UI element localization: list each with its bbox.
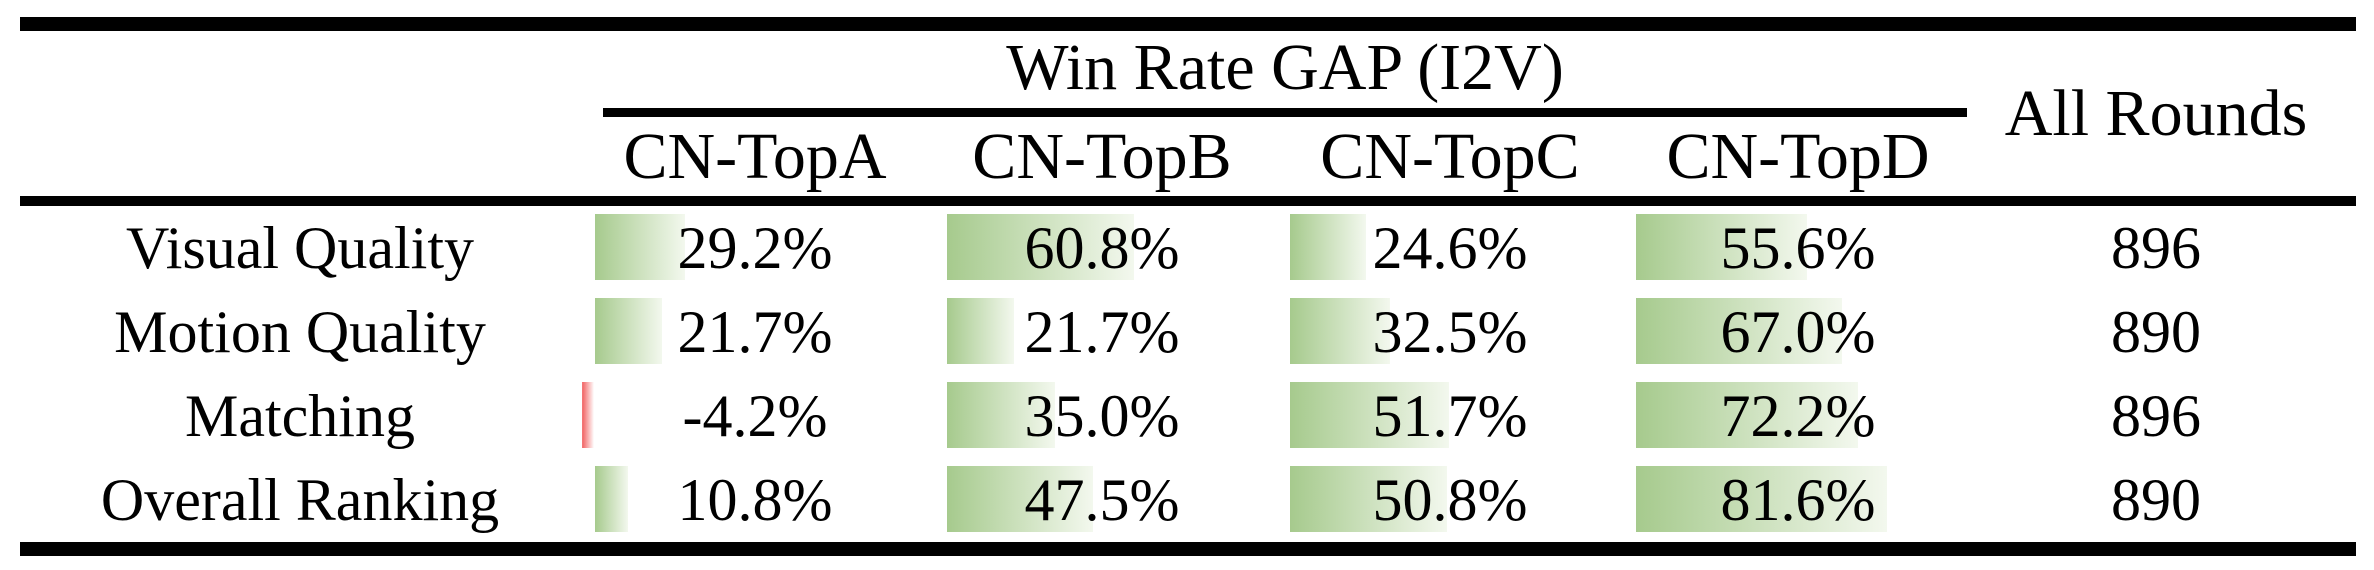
cell-value: 72.2% [1720,383,1876,449]
data-bar [1290,382,1450,448]
cell-value: 24.6% [1372,215,1528,281]
table-row: Visual Quality 29.2% 60.8% 24.6% 55.6% 8… [0,206,2374,290]
data-bar [947,466,1094,532]
data-bar [1290,214,1366,280]
header-separator-rule [20,196,2356,206]
data-bar [947,382,1055,448]
cell-value: 50.8% [1372,467,1528,533]
cell-value: 51.7% [1372,383,1528,449]
cell-value: 29.2% [677,215,833,281]
data-bar [1290,466,1447,532]
table-row: Matching -4.2% 35.0% 51.7% 72.2% 896 [0,374,2374,458]
data-bar [947,298,1014,364]
cell-value: 81.6% [1720,467,1876,533]
all-rounds-value: 896 [2111,383,2201,449]
column-header-cn-topb: CN-TopB [972,120,1232,193]
data-bar [1636,466,1888,532]
table-row: Overall Ranking 10.8% 47.5% 50.8% 81.6% … [0,458,2374,542]
data-bar [1290,298,1391,364]
cell-value: 21.7% [1024,299,1180,365]
data-bar [595,298,662,364]
cell-value: 10.8% [677,467,833,533]
table-title: Win Rate GAP (I2V) [1006,31,1564,104]
cell-value: 60.8% [1024,215,1180,281]
table-row: Motion Quality 21.7% 21.7% 32.5% 67.0% 8… [0,290,2374,374]
data-bar [1636,382,1859,448]
data-bar [582,382,595,448]
cell-value: -4.2% [682,383,828,449]
all-rounds-value: 890 [2111,299,2201,365]
top-rule [20,17,2356,31]
cell-value: 32.5% [1372,299,1528,365]
all-rounds-value: 890 [2111,467,2201,533]
bottom-rule [20,542,2356,556]
group-header-rule [603,108,1967,117]
data-bar [1636,298,1843,364]
all-rounds-value: 896 [2111,215,2201,281]
row-label: Visual Quality [125,215,475,281]
cell-value: 35.0% [1024,383,1180,449]
all-rounds-header: All Rounds [2004,76,2308,150]
cell-value: 67.0% [1720,299,1876,365]
data-bar [1636,214,1808,280]
column-header-cn-topc: CN-TopC [1320,120,1580,193]
data-bar [595,214,685,280]
data-bar [947,214,1135,280]
row-label: Motion Quality [114,299,486,365]
column-header-cn-topd: CN-TopD [1666,120,1930,193]
cell-value: 21.7% [677,299,833,365]
row-label: Matching [185,383,415,449]
cell-value: 55.6% [1720,215,1876,281]
cell-value: 47.5% [1024,467,1180,533]
row-label: Overall Ranking [100,467,500,533]
column-header-cn-topa: CN-TopA [623,120,887,193]
data-bar [595,466,629,532]
